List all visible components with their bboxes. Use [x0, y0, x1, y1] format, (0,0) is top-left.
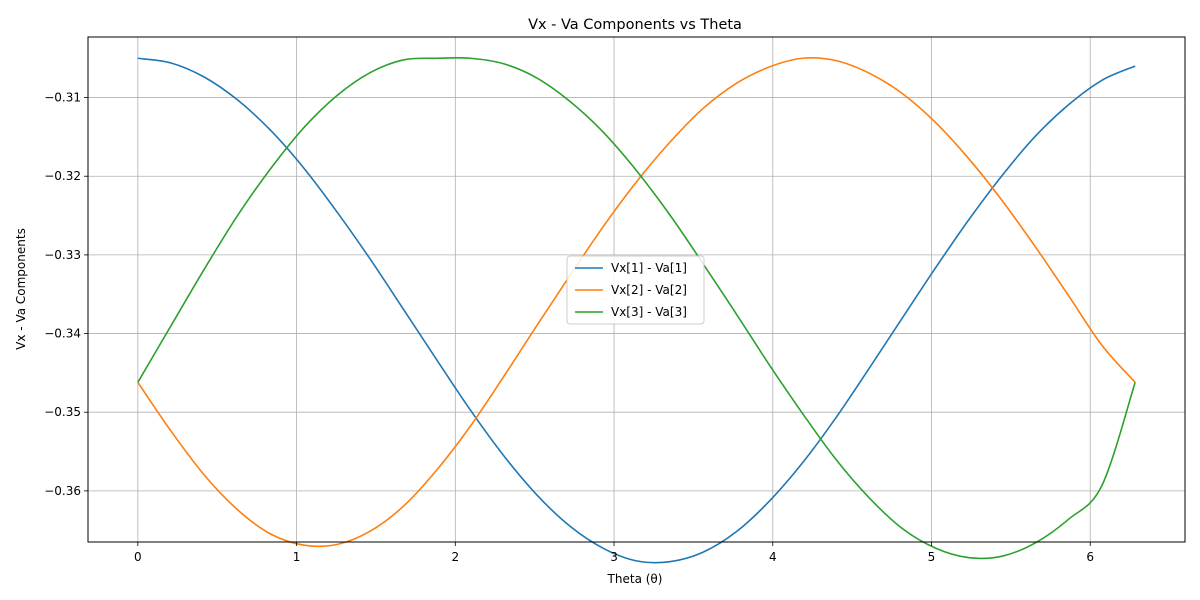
series-line-2 [137, 57, 1136, 548]
x-tick-label: 5 [928, 550, 936, 564]
legend-label-3: Vx[3] - Va[3] [611, 305, 687, 319]
x-tick-label: 1 [293, 550, 301, 564]
series-line-1 [137, 57, 1136, 564]
x-axis-ticks: 0 1 2 3 4 5 6 [134, 542, 1094, 564]
y-tick-label: −0.31 [44, 91, 81, 105]
x-tick-label: 2 [451, 550, 459, 564]
series-line-3 [137, 56, 1136, 560]
plot-frame [87, 36, 1186, 543]
y-axis-ticks: −0.31 −0.32 −0.33 −0.34 −0.35 −0.36 [44, 91, 88, 498]
x-tick-label: 6 [1086, 550, 1094, 564]
x-tick-label: 0 [134, 550, 142, 564]
y-tick-label: −0.35 [44, 405, 81, 419]
x-tick-label: 3 [610, 550, 618, 564]
legend-box [566, 255, 705, 325]
y-tick-label: −0.36 [44, 484, 81, 498]
legend: Vx[1] - Va[1] Vx[2] - Va[2] Vx[3] - Va[3] [566, 255, 705, 325]
x-tick-label: 4 [769, 550, 777, 564]
y-tick-label: −0.32 [44, 169, 81, 183]
grid [88, 37, 1185, 542]
y-tick-label: −0.34 [44, 327, 81, 341]
series-lines [137, 56, 1136, 564]
y-axis-label: Vx - Va Components [14, 228, 28, 350]
legend-label-2: Vx[2] - Va[2] [611, 283, 687, 297]
y-tick-label: −0.33 [44, 248, 81, 262]
legend-label-1: Vx[1] - Va[1] [611, 261, 687, 275]
x-axis-label: Theta (θ) [607, 572, 663, 586]
chart-title: Vx - Va Components vs Theta [528, 17, 742, 33]
